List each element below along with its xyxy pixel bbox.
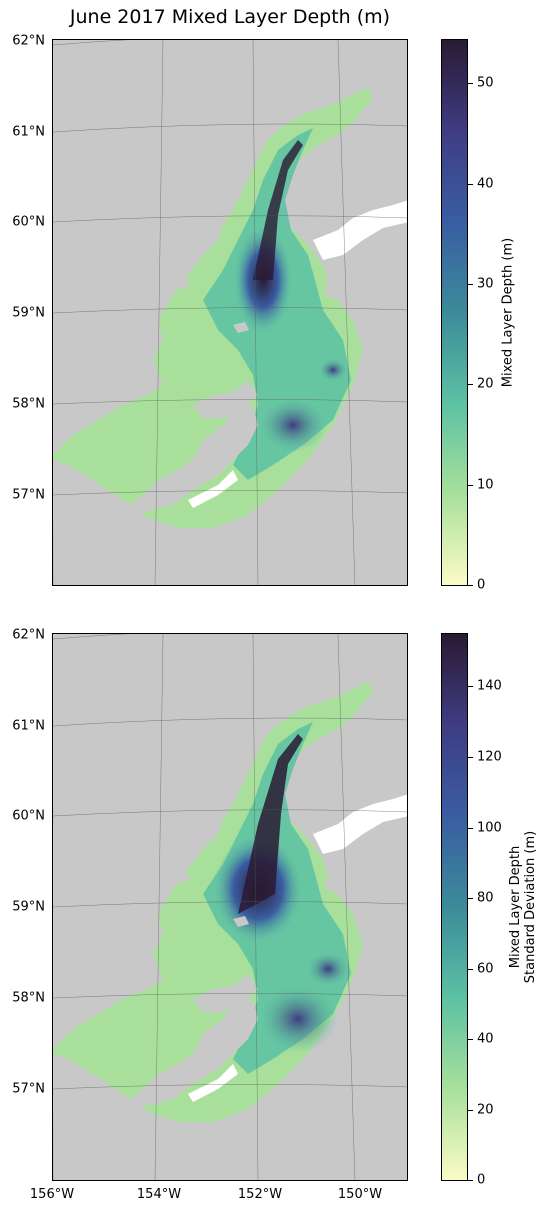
colorbar-tick <box>468 1110 473 1111</box>
colorbar-tick <box>468 969 473 970</box>
colorbar-tick <box>468 757 473 758</box>
lat-label-57n: 57°N <box>12 1081 45 1097</box>
graticule <box>53 634 407 1180</box>
colorbar-tick <box>468 828 473 829</box>
augustine-island <box>173 277 189 289</box>
colorbar-tick-label: 10 <box>477 477 494 493</box>
colorbar-tick-label: 0 <box>477 577 486 593</box>
lon-label-152w: 152°W <box>237 1187 283 1202</box>
colorbar-tick-label: 140 <box>477 678 502 694</box>
colorbar-tick-label: 100 <box>477 820 502 836</box>
colorbar-tick-label: 40 <box>477 176 494 192</box>
coastline-east <box>313 794 407 854</box>
colorbar-tick <box>468 384 473 385</box>
deep-region-east <box>318 358 348 382</box>
afognak-island <box>193 380 258 418</box>
lat-label-60n: 60°N <box>12 214 45 230</box>
coastline-east <box>313 200 407 260</box>
colorbar-mixed-layer-depth <box>441 39 468 586</box>
lat-label-62n: 62°N <box>12 627 45 643</box>
colorbar-label-std-dev: Mixed Layer Depth Standard Deviation (m) <box>508 822 538 992</box>
figure-title: June 2017 Mixed Layer Depth (m) <box>69 6 391 28</box>
high-std-south <box>258 984 338 1054</box>
map-mixed-layer-depth <box>53 40 407 585</box>
colorbar-label-line2: Standard Deviation (m) <box>523 830 538 984</box>
deep-region-south <box>258 397 328 453</box>
kodiak-coast-highlight <box>188 1064 238 1102</box>
colorbar-tick-label: 30 <box>477 276 494 292</box>
colorbar-tick-label: 20 <box>477 1102 494 1118</box>
map-panel-std-dev <box>52 633 408 1181</box>
colorbar-tick <box>468 184 473 185</box>
colorbar-tick <box>468 485 473 486</box>
lon-label-150w: 150°W <box>337 1187 383 1202</box>
high-std-east <box>306 951 350 987</box>
lat-label-58n: 58°N <box>12 396 45 412</box>
deep-channel <box>253 140 303 280</box>
lat-label-61n: 61°N <box>12 124 45 140</box>
lat-label-60n: 60°N <box>12 808 45 824</box>
high-std-channel <box>238 734 303 914</box>
colorbar-tick <box>468 284 473 285</box>
lat-label-61n: 61°N <box>12 718 45 734</box>
lat-label-57n: 57°N <box>12 487 45 503</box>
colorbar-tick-label: 50 <box>477 75 494 91</box>
colorbar-tick-label: 120 <box>477 749 502 765</box>
barren-islands <box>233 322 249 333</box>
colorbar-tick <box>468 686 473 687</box>
colorbar-std-dev <box>441 633 468 1181</box>
lon-label-156w: 156°W <box>29 1187 75 1202</box>
colorbar-label-line1: Mixed Layer Depth <box>508 845 523 969</box>
graticule <box>53 40 407 585</box>
kodiak-island <box>123 405 258 515</box>
colorbar-tick <box>468 898 473 899</box>
lon-label-154w: 154°W <box>136 1187 182 1202</box>
colorbar-tick-label: 20 <box>477 376 494 392</box>
lat-label-59n: 59°N <box>12 305 45 321</box>
barren-islands <box>233 916 249 927</box>
lat-label-62n: 62°N <box>12 33 45 49</box>
lat-label-58n: 58°N <box>12 990 45 1006</box>
augustine-island <box>173 871 189 883</box>
colorbar-tick-label: 0 <box>477 1172 486 1188</box>
colorbar-tick <box>468 1180 473 1181</box>
colorbar-label-mixed-layer-depth: Mixed Layer Depth (m) <box>500 237 516 388</box>
kodiak-island <box>123 999 258 1109</box>
colorbar-tick-label: 60 <box>477 961 494 977</box>
afognak-island <box>193 974 258 1012</box>
colorbar-tick <box>468 585 473 586</box>
colorbar-tick <box>468 83 473 84</box>
kodiak-coast-highlight <box>188 470 238 508</box>
trinity-islands <box>113 535 148 552</box>
lat-label-59n: 59°N <box>12 899 45 915</box>
colorbar-tick-label: 40 <box>477 1031 494 1047</box>
colorbar-tick <box>468 1039 473 1040</box>
trinity-islands <box>113 1129 148 1146</box>
map-std-dev <box>53 634 407 1180</box>
colorbar-tick-label: 80 <box>477 890 494 906</box>
map-panel-mixed-layer-depth <box>52 39 408 586</box>
